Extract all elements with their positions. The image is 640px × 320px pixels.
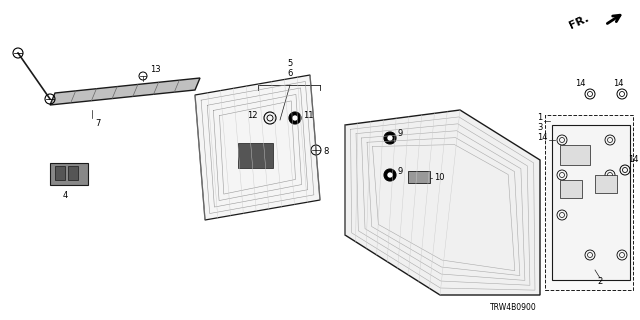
Circle shape (387, 135, 393, 141)
Text: 7: 7 (95, 118, 100, 127)
Text: 13: 13 (150, 66, 161, 75)
Text: 2: 2 (597, 277, 603, 286)
Circle shape (384, 169, 396, 181)
Bar (238, 143, 273, 168)
Bar (560, 145, 590, 165)
Text: 4: 4 (62, 190, 68, 199)
Text: 14: 14 (538, 132, 548, 141)
Polygon shape (50, 78, 200, 105)
Text: FR.: FR. (567, 13, 590, 31)
Text: 14: 14 (612, 79, 623, 89)
Circle shape (384, 132, 396, 144)
Text: 8: 8 (323, 148, 328, 156)
Circle shape (289, 112, 301, 124)
Text: 14: 14 (628, 156, 639, 164)
Text: 14: 14 (575, 79, 585, 89)
Text: TRW4B0900: TRW4B0900 (490, 303, 537, 313)
Polygon shape (50, 163, 88, 185)
Text: 11: 11 (303, 111, 314, 121)
Polygon shape (195, 75, 320, 220)
Circle shape (387, 172, 393, 178)
Bar (68, 166, 78, 180)
Bar (560, 180, 582, 198)
Text: 5: 5 (287, 59, 292, 68)
Bar (545, 115, 633, 290)
Text: 6: 6 (287, 68, 292, 77)
Polygon shape (345, 110, 540, 295)
Text: 9: 9 (398, 130, 403, 139)
Text: 12: 12 (248, 111, 258, 121)
Text: 3: 3 (537, 124, 542, 132)
Polygon shape (552, 125, 630, 280)
Text: 1: 1 (537, 114, 542, 123)
Bar (408, 171, 430, 183)
Bar (55, 166, 65, 180)
Text: 9: 9 (398, 166, 403, 175)
Bar (595, 175, 617, 193)
Circle shape (292, 115, 298, 121)
Text: 10: 10 (434, 173, 445, 182)
